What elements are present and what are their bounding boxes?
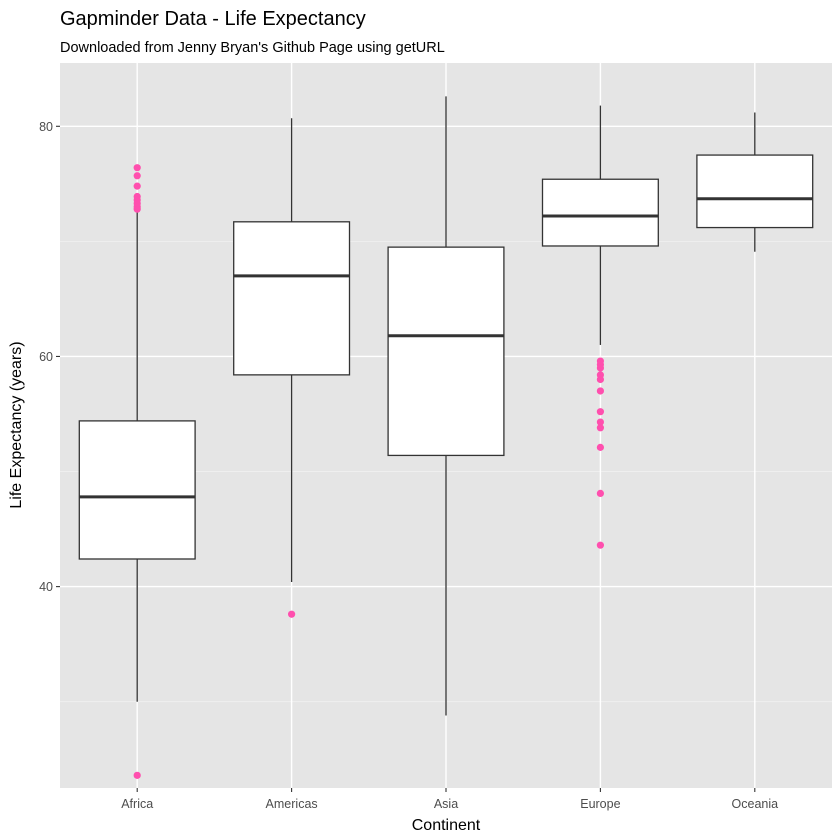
outlier-point — [133, 771, 141, 779]
y-axis-ticks: 40 60 80 — [39, 120, 60, 594]
iqr-box — [696, 154, 814, 229]
outlier-point — [596, 443, 605, 451]
box-asia — [387, 96, 505, 716]
outlier-point — [288, 610, 296, 618]
outlier-point — [596, 541, 605, 549]
outlier-point — [596, 371, 605, 379]
iqr-box — [233, 221, 351, 376]
y-tick-label: 40 — [39, 580, 53, 594]
boxes — [78, 96, 814, 779]
y-tick-label: 80 — [39, 120, 53, 134]
box-americas — [233, 118, 351, 618]
chart-subtitle: Downloaded from Jenny Bryan's Github Pag… — [60, 40, 445, 56]
iqr-box — [78, 420, 196, 560]
outlier-point — [133, 172, 141, 180]
x-tick-label: Asia — [434, 797, 458, 811]
x-tick-label: Americas — [266, 797, 318, 811]
y-tick-label: 60 — [39, 350, 53, 364]
x-axis-ticks: Africa Americas Asia Europe Oceania — [121, 788, 778, 811]
chart-title: Gapminder Data - Life Expectancy — [60, 8, 366, 30]
outlier-point — [133, 164, 141, 172]
x-tick-label: Africa — [121, 797, 153, 811]
outlier-point — [596, 357, 605, 365]
outlier-point — [133, 192, 141, 201]
box-europe — [541, 105, 659, 549]
outlier-point — [596, 408, 605, 416]
x-axis-title: Continent — [412, 817, 481, 834]
x-tick-label: Oceania — [732, 797, 779, 811]
iqr-box — [387, 246, 505, 457]
box-oceania — [696, 112, 814, 252]
outlier-point — [596, 424, 605, 432]
x-tick-label: Europe — [580, 797, 620, 811]
outlier-point — [596, 418, 605, 426]
outlier-point — [596, 489, 605, 497]
outlier-point — [596, 387, 605, 395]
box-africa — [78, 164, 196, 779]
iqr-box — [541, 178, 659, 247]
y-axis-title: Life Expectancy (years) — [8, 341, 25, 508]
outlier-point — [133, 182, 141, 190]
